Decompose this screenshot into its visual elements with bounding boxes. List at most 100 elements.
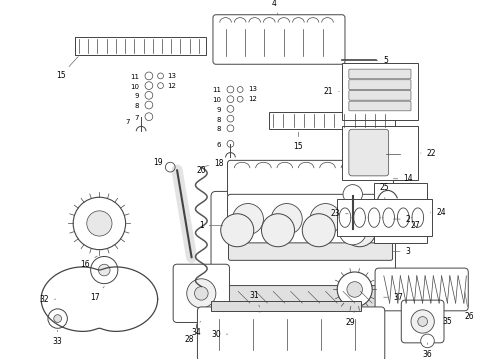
Text: 35: 35 bbox=[442, 317, 452, 326]
FancyBboxPatch shape bbox=[349, 101, 411, 111]
Circle shape bbox=[339, 218, 367, 245]
Circle shape bbox=[418, 317, 427, 327]
Text: 36: 36 bbox=[422, 343, 432, 359]
Text: 33: 33 bbox=[53, 330, 63, 346]
FancyBboxPatch shape bbox=[349, 69, 411, 79]
Circle shape bbox=[302, 214, 335, 247]
Text: 2: 2 bbox=[393, 215, 411, 224]
Text: 17: 17 bbox=[90, 287, 104, 302]
Circle shape bbox=[73, 197, 125, 249]
Text: 31: 31 bbox=[250, 291, 260, 307]
Circle shape bbox=[227, 105, 234, 112]
Circle shape bbox=[411, 310, 434, 333]
FancyBboxPatch shape bbox=[227, 194, 393, 244]
Bar bbox=[374, 183, 427, 243]
Circle shape bbox=[262, 214, 294, 247]
Text: 5: 5 bbox=[374, 56, 388, 65]
Circle shape bbox=[158, 83, 164, 89]
Bar bbox=[270, 112, 395, 129]
Circle shape bbox=[187, 279, 216, 308]
Circle shape bbox=[227, 96, 234, 103]
Circle shape bbox=[54, 315, 62, 323]
Text: 21: 21 bbox=[324, 87, 339, 96]
Circle shape bbox=[166, 162, 175, 172]
Circle shape bbox=[91, 256, 118, 284]
Circle shape bbox=[227, 115, 234, 122]
FancyBboxPatch shape bbox=[228, 243, 392, 260]
FancyBboxPatch shape bbox=[197, 307, 385, 360]
Circle shape bbox=[227, 140, 234, 147]
Text: 7: 7 bbox=[135, 114, 139, 121]
Circle shape bbox=[237, 96, 243, 102]
Circle shape bbox=[421, 334, 434, 348]
FancyBboxPatch shape bbox=[228, 285, 383, 309]
Text: 37: 37 bbox=[384, 293, 403, 302]
FancyBboxPatch shape bbox=[349, 90, 411, 100]
Text: 8: 8 bbox=[135, 103, 139, 109]
Text: 6: 6 bbox=[216, 142, 220, 148]
Text: 8: 8 bbox=[216, 117, 220, 123]
Bar bbox=[211, 301, 362, 311]
Text: 3: 3 bbox=[393, 247, 411, 256]
Circle shape bbox=[227, 86, 234, 93]
FancyBboxPatch shape bbox=[349, 80, 411, 90]
Text: 12: 12 bbox=[168, 82, 176, 89]
Circle shape bbox=[227, 125, 234, 132]
Text: 27: 27 bbox=[410, 221, 419, 230]
FancyBboxPatch shape bbox=[227, 160, 393, 197]
Text: 22: 22 bbox=[420, 149, 436, 158]
Circle shape bbox=[145, 113, 153, 121]
FancyBboxPatch shape bbox=[173, 264, 229, 323]
Text: 10: 10 bbox=[212, 97, 220, 103]
Circle shape bbox=[337, 272, 372, 307]
FancyBboxPatch shape bbox=[375, 268, 468, 311]
Text: 8: 8 bbox=[216, 126, 220, 132]
Bar bbox=[342, 126, 418, 180]
Text: 28: 28 bbox=[185, 328, 199, 345]
FancyBboxPatch shape bbox=[213, 15, 345, 64]
Text: 34: 34 bbox=[192, 321, 201, 337]
Text: 32: 32 bbox=[39, 295, 56, 304]
Circle shape bbox=[237, 86, 243, 93]
Text: 20: 20 bbox=[196, 166, 206, 175]
Circle shape bbox=[145, 72, 153, 80]
Bar bbox=[75, 37, 206, 55]
Text: 15: 15 bbox=[56, 57, 78, 80]
Text: 26: 26 bbox=[465, 292, 474, 321]
Text: 1: 1 bbox=[199, 221, 223, 230]
Text: 4: 4 bbox=[271, 0, 278, 15]
Circle shape bbox=[87, 211, 112, 236]
Text: 16: 16 bbox=[80, 256, 97, 269]
Text: 13: 13 bbox=[248, 86, 257, 93]
Circle shape bbox=[220, 214, 254, 247]
Text: 11: 11 bbox=[130, 74, 139, 80]
Circle shape bbox=[48, 309, 67, 328]
Text: 24: 24 bbox=[430, 208, 446, 217]
Circle shape bbox=[343, 214, 376, 247]
Circle shape bbox=[271, 203, 302, 235]
Circle shape bbox=[343, 185, 363, 204]
Text: 19: 19 bbox=[153, 158, 163, 167]
Circle shape bbox=[347, 282, 363, 297]
Circle shape bbox=[145, 82, 153, 90]
Circle shape bbox=[195, 287, 208, 300]
Circle shape bbox=[158, 73, 164, 79]
Text: 13: 13 bbox=[168, 73, 176, 79]
Circle shape bbox=[196, 321, 206, 331]
Circle shape bbox=[232, 203, 264, 235]
Text: 9: 9 bbox=[216, 107, 220, 113]
Circle shape bbox=[349, 203, 380, 235]
Circle shape bbox=[145, 91, 153, 99]
Text: 29: 29 bbox=[345, 311, 355, 327]
Text: 18: 18 bbox=[204, 159, 223, 168]
FancyBboxPatch shape bbox=[211, 192, 395, 288]
FancyBboxPatch shape bbox=[349, 129, 389, 176]
Circle shape bbox=[310, 203, 341, 235]
Text: 23: 23 bbox=[330, 209, 348, 218]
Bar bbox=[342, 63, 418, 120]
FancyBboxPatch shape bbox=[401, 300, 444, 343]
Text: 11: 11 bbox=[212, 87, 220, 94]
Text: 14: 14 bbox=[393, 174, 413, 183]
Text: 9: 9 bbox=[135, 93, 139, 99]
Circle shape bbox=[255, 302, 265, 312]
